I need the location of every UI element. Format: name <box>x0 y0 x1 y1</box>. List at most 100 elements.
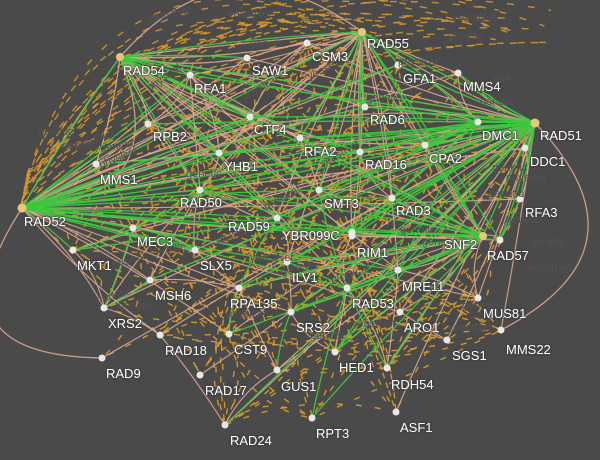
node-label-rad52[interactable]: RAD52 <box>24 214 66 229</box>
graph-node-ddc1[interactable] <box>521 144 529 152</box>
node-label-xrs2[interactable]: XRS2 <box>108 316 142 331</box>
graph-node-mec3[interactable] <box>129 224 137 232</box>
node-label-rpb2[interactable]: RPB2 <box>153 129 187 144</box>
node-label-ybr099c[interactable]: YBR099C <box>282 228 340 243</box>
graph-node-rfa3[interactable] <box>516 195 524 203</box>
graph-node-cst9[interactable] <box>225 330 233 338</box>
graph-node-rad24[interactable] <box>221 421 229 429</box>
graph-node-aro1[interactable] <box>396 308 404 316</box>
graph-node-rpb2[interactable] <box>144 120 152 128</box>
node-label-hed1[interactable]: HED1 <box>339 360 374 375</box>
graph-node-mus81[interactable] <box>474 294 482 302</box>
node-label-rad3[interactable]: RAD3 <box>396 203 431 218</box>
graph-node-rad52[interactable] <box>17 203 27 213</box>
nodes-group[interactable] <box>17 28 540 429</box>
graph-node-smt3[interactable] <box>315 186 323 194</box>
node-label-rad53[interactable]: RAD53 <box>352 296 394 311</box>
graph-node-dmc1[interactable] <box>474 118 482 126</box>
node-label-cpa2[interactable]: CPA2 <box>429 151 462 166</box>
graph-node-snf2[interactable] <box>479 232 487 240</box>
node-label-ctf4[interactable]: CTF4 <box>254 122 287 137</box>
graph-node-asf1[interactable] <box>392 408 400 416</box>
graph-node-xrs2[interactable] <box>100 304 108 312</box>
node-label-rad6[interactable]: RAD6 <box>370 112 405 127</box>
node-label-dmc1[interactable]: DMC1 <box>482 128 519 143</box>
node-label-csm3[interactable]: CSM3 <box>312 49 349 64</box>
node-label-rad57[interactable]: RAD57 <box>487 248 529 263</box>
node-label-rdh54[interactable]: RDH54 <box>391 377 434 392</box>
graph-node-mms4[interactable] <box>454 69 462 77</box>
node-label-rfa2[interactable]: RFA2 <box>304 144 337 159</box>
node-label-mkt1[interactable]: MKT1 <box>77 258 112 273</box>
graph-node-rad50[interactable] <box>196 186 204 194</box>
graph-node-rad59[interactable] <box>273 214 281 222</box>
graph-node-srs2[interactable] <box>287 308 295 316</box>
graph-node-mms1[interactable] <box>92 160 100 168</box>
graph-node-rad54[interactable] <box>116 53 124 61</box>
graph-node-rad51[interactable] <box>530 118 540 128</box>
graph-node-rfa1[interactable] <box>186 71 194 79</box>
graph-node-rad17[interactable] <box>196 371 204 379</box>
node-label-rpa135[interactable]: RPA135 <box>230 296 278 311</box>
graph-node-mre11[interactable] <box>394 266 402 274</box>
node-label-asf1[interactable]: ASF1 <box>400 420 433 435</box>
graph-node-slx5[interactable] <box>191 246 199 254</box>
graph-node-rad57[interactable] <box>496 236 504 244</box>
graph-node-rad16[interactable] <box>356 148 364 156</box>
node-label-yhb1[interactable]: YHB1 <box>224 159 258 174</box>
node-label-rim1[interactable]: RIM1 <box>357 245 389 260</box>
graph-node-yhb1[interactable] <box>215 149 223 157</box>
graph-node-sgs1[interactable] <box>443 336 451 344</box>
node-label-snf2[interactable]: SNF2 <box>444 237 478 252</box>
node-label-saw1[interactable]: SAW1 <box>252 63 289 78</box>
node-label-rad18[interactable]: RAD18 <box>165 343 207 358</box>
graph-node-msh6[interactable] <box>146 276 154 284</box>
node-label-rad54[interactable]: RAD54 <box>123 63 165 78</box>
graph-node-rad55[interactable] <box>358 28 366 36</box>
node-label-srs2[interactable]: SRS2 <box>296 320 330 335</box>
graph-node-mms22[interactable] <box>497 326 505 334</box>
node-label-rad17[interactable]: RAD17 <box>205 383 247 398</box>
graph-node-gfa1[interactable] <box>394 61 402 69</box>
node-label-mec3[interactable]: MEC3 <box>137 234 174 249</box>
node-label-gfa1[interactable]: GFA1 <box>403 71 437 86</box>
node-label-cst9[interactable]: CST9 <box>234 342 268 357</box>
node-label-rad50[interactable]: RAD50 <box>180 195 222 210</box>
node-label-mms22[interactable]: MMS22 <box>506 342 551 357</box>
node-label-smt3[interactable]: SMT3 <box>324 196 359 211</box>
node-label-mms1[interactable]: MMS1 <box>100 172 138 187</box>
node-label-mus81[interactable]: MUS81 <box>483 306 527 321</box>
graph-node-csm3[interactable] <box>303 39 311 47</box>
node-label-ddc1[interactable]: DDC1 <box>530 154 566 169</box>
node-label-rad59[interactable]: RAD59 <box>228 219 270 234</box>
graph-node-cpa2[interactable] <box>421 141 429 149</box>
graph-node-rfa2[interactable] <box>296 134 304 142</box>
node-label-rad51[interactable]: RAD51 <box>540 128 582 143</box>
graph-node-ilv1[interactable] <box>283 258 291 266</box>
graph-node-gus1[interactable] <box>273 366 281 374</box>
graph-node-hed1[interactable] <box>331 348 339 356</box>
graph-node-rad9[interactable] <box>98 354 106 362</box>
node-label-rpt3[interactable]: RPT3 <box>316 426 350 441</box>
node-label-rad55[interactable]: RAD55 <box>367 36 409 51</box>
node-label-ilv1[interactable]: ILV1 <box>292 270 318 285</box>
graph-node-rpa135[interactable] <box>235 284 243 292</box>
node-label-slx5[interactable]: SLX5 <box>200 258 232 273</box>
node-label-rad24[interactable]: RAD24 <box>230 433 272 448</box>
graph-node-rad53[interactable] <box>343 284 351 292</box>
node-label-aro1[interactable]: ARO1 <box>404 320 440 335</box>
graph-node-rdh54[interactable] <box>383 364 391 372</box>
node-label-rfa3[interactable]: RFA3 <box>525 205 558 220</box>
graph-node-ctf4[interactable] <box>246 113 254 121</box>
node-label-rad16[interactable]: RAD16 <box>365 157 407 172</box>
graph-node-rad6[interactable] <box>361 103 369 111</box>
node-label-mre11[interactable]: MRE11 <box>402 279 445 294</box>
graph-node-rad3[interactable] <box>388 194 396 202</box>
graph-node-rpt3[interactable] <box>308 414 316 422</box>
node-label-rad9[interactable]: RAD9 <box>106 366 141 381</box>
node-label-mms4[interactable]: MMS4 <box>463 79 501 94</box>
graph-node-mkt1[interactable] <box>69 246 77 254</box>
graph-node-rad18[interactable] <box>156 331 164 339</box>
graph-node-rim1[interactable] <box>348 232 356 240</box>
